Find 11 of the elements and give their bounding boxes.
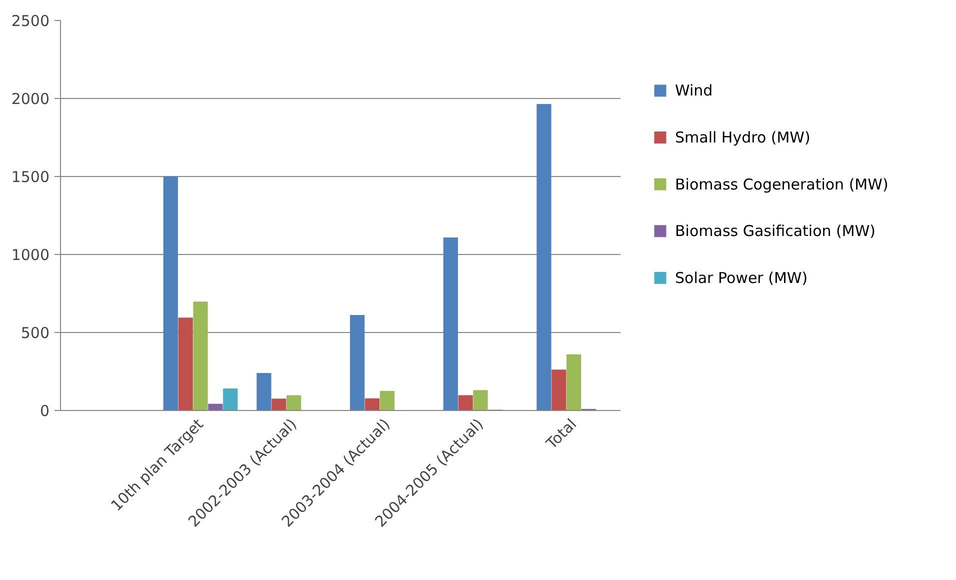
legend-label: Biomass Cogeneration (MW): [675, 175, 888, 194]
y-tick-label: 2000: [11, 90, 50, 108]
y-tick-label: 2500: [11, 12, 50, 30]
y-tick-label: 0: [40, 402, 50, 420]
y-tick-label: 500: [20, 324, 50, 342]
legend-label: Wind: [675, 82, 713, 100]
y-tick-label: 1500: [11, 168, 50, 186]
legend-label: Solar Power (MW): [675, 268, 808, 287]
legend-label: Biomass Gasification (MW): [675, 222, 876, 240]
legend-label: Small Hydro (MW): [675, 128, 810, 146]
y-tick-label: 1000: [11, 246, 50, 264]
